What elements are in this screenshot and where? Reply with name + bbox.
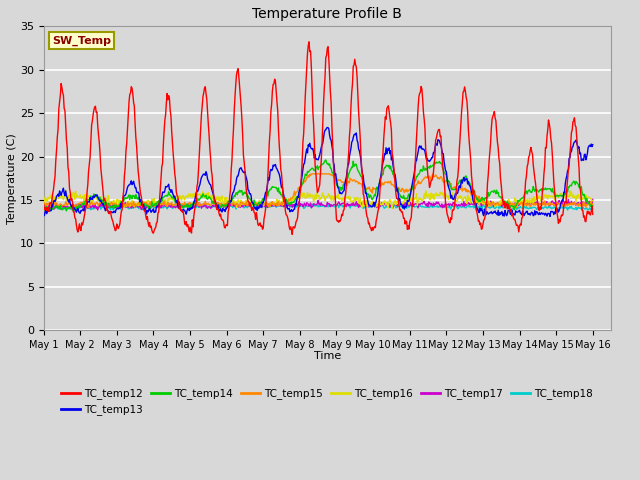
Title: Temperature Profile B: Temperature Profile B <box>252 7 403 21</box>
Text: SW_Temp: SW_Temp <box>52 36 111 46</box>
Y-axis label: Temperature (C): Temperature (C) <box>7 133 17 224</box>
Legend: TC_temp12, TC_temp13, TC_temp14, TC_temp15, TC_temp16, TC_temp17, TC_temp18: TC_temp12, TC_temp13, TC_temp14, TC_temp… <box>58 384 597 420</box>
X-axis label: Time: Time <box>314 351 341 361</box>
